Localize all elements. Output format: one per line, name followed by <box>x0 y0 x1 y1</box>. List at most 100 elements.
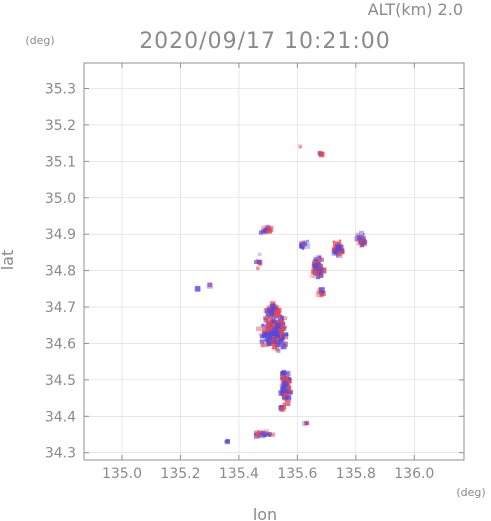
velocity-cell <box>274 307 277 310</box>
velocity-cell <box>274 320 278 324</box>
velocity-cell <box>283 391 289 397</box>
velocity-cell <box>279 337 281 340</box>
velocity-cell <box>309 274 314 278</box>
velocity-cell <box>315 291 322 297</box>
velocity-cell <box>263 339 266 342</box>
y-tick-label: 34.9 <box>45 227 76 243</box>
velocity-cell <box>299 243 305 249</box>
velocity-cell <box>282 402 286 406</box>
velocity-cell <box>362 233 365 236</box>
velocity-cell <box>266 227 273 234</box>
velocity-cell <box>356 239 363 246</box>
velocity-cell <box>268 314 273 320</box>
velocity-cell <box>283 380 289 386</box>
velocity-cell <box>268 330 275 336</box>
velocity-cell <box>284 400 291 406</box>
velocity-cell <box>268 340 272 344</box>
velocity-cell <box>269 341 272 345</box>
velocity-cell <box>341 251 345 255</box>
velocity-cell <box>286 392 289 395</box>
velocity-cell <box>266 337 270 341</box>
velocity-cell <box>321 269 325 273</box>
tick-layer: 135.0 135.2 135.4 135.6 135.8 136.0 34.3 34.4 34… <box>45 63 464 482</box>
velocity-cell <box>317 291 321 295</box>
velocity-cell <box>265 315 270 320</box>
velocity-cell <box>259 325 266 331</box>
velocity-cell <box>339 255 343 258</box>
velocity-cell <box>274 307 279 312</box>
velocity-cell <box>288 377 292 381</box>
velocity-cell <box>270 321 275 326</box>
velocity-cell <box>260 343 265 348</box>
data-layer <box>194 144 368 445</box>
velocity-cell <box>225 438 230 444</box>
velocity-cell <box>303 242 308 247</box>
velocity-cell <box>358 238 364 245</box>
velocity-cell <box>261 328 267 333</box>
chart-title: 2020/09/17 10:21:00 <box>139 29 391 54</box>
velocity-cell <box>320 294 323 297</box>
velocity-cell <box>318 273 324 278</box>
velocity-cell <box>276 342 281 347</box>
velocity-cell <box>271 346 275 350</box>
velocity-cell <box>263 331 269 337</box>
velocity-cell <box>302 243 306 247</box>
velocity-cell <box>271 323 276 328</box>
velocity-cell <box>303 241 306 244</box>
velocity-cell <box>313 266 319 272</box>
velocity-cell <box>263 317 269 323</box>
velocity-cell <box>265 224 271 230</box>
velocity-cell <box>333 245 337 248</box>
velocity-cell <box>283 316 288 321</box>
velocity-cell <box>270 301 276 307</box>
velocity-cell <box>318 151 325 158</box>
y-unit-label: (deg) <box>25 34 54 47</box>
velocity-cell <box>286 374 291 379</box>
velocity-cell <box>280 373 284 377</box>
velocity-cell <box>256 326 261 332</box>
velocity-cell <box>299 146 302 149</box>
velocity-cell <box>264 231 267 235</box>
x-tick-label: 135.0 <box>102 466 142 482</box>
velocity-cell <box>318 255 322 259</box>
velocity-cell <box>266 313 270 318</box>
velocity-cell <box>306 239 310 243</box>
y-tick-label: 35.3 <box>45 81 76 97</box>
velocity-cell <box>284 389 289 394</box>
velocity-cell <box>275 333 280 338</box>
velocity-cell <box>315 267 319 270</box>
y-tick-label: 35.2 <box>45 118 76 134</box>
velocity-cell <box>279 314 283 318</box>
velocity-cell <box>318 287 325 294</box>
velocity-cell <box>360 239 367 245</box>
velocity-cell <box>337 250 343 256</box>
altitude-label: ALT(km) 2.0 <box>368 0 463 19</box>
velocity-cell <box>265 313 269 317</box>
velocity-cell <box>336 254 340 258</box>
velocity-cell <box>281 344 287 349</box>
y-tick-label: 34.3 <box>45 446 76 462</box>
velocity-cell <box>257 252 262 257</box>
velocity-cell <box>280 343 287 350</box>
velocity-cell <box>279 407 284 412</box>
velocity-cell <box>282 396 286 399</box>
velocity-cell <box>262 229 267 233</box>
velocity-cell <box>315 274 321 280</box>
velocity-cell <box>265 323 271 329</box>
velocity-cell <box>275 323 281 329</box>
velocity-cell <box>317 288 323 294</box>
velocity-cell <box>312 275 316 279</box>
velocity-cell <box>259 431 263 435</box>
velocity-cell <box>285 393 288 397</box>
velocity-cell <box>359 238 362 242</box>
velocity-cell <box>317 270 320 274</box>
velocity-cell <box>269 337 273 340</box>
velocity-cell <box>264 334 270 340</box>
velocity-cell <box>263 333 268 338</box>
velocity-cell <box>256 259 259 262</box>
velocity-cell <box>282 334 289 340</box>
velocity-cell <box>258 332 261 335</box>
velocity-cell <box>264 343 268 347</box>
velocity-cell <box>267 314 271 318</box>
